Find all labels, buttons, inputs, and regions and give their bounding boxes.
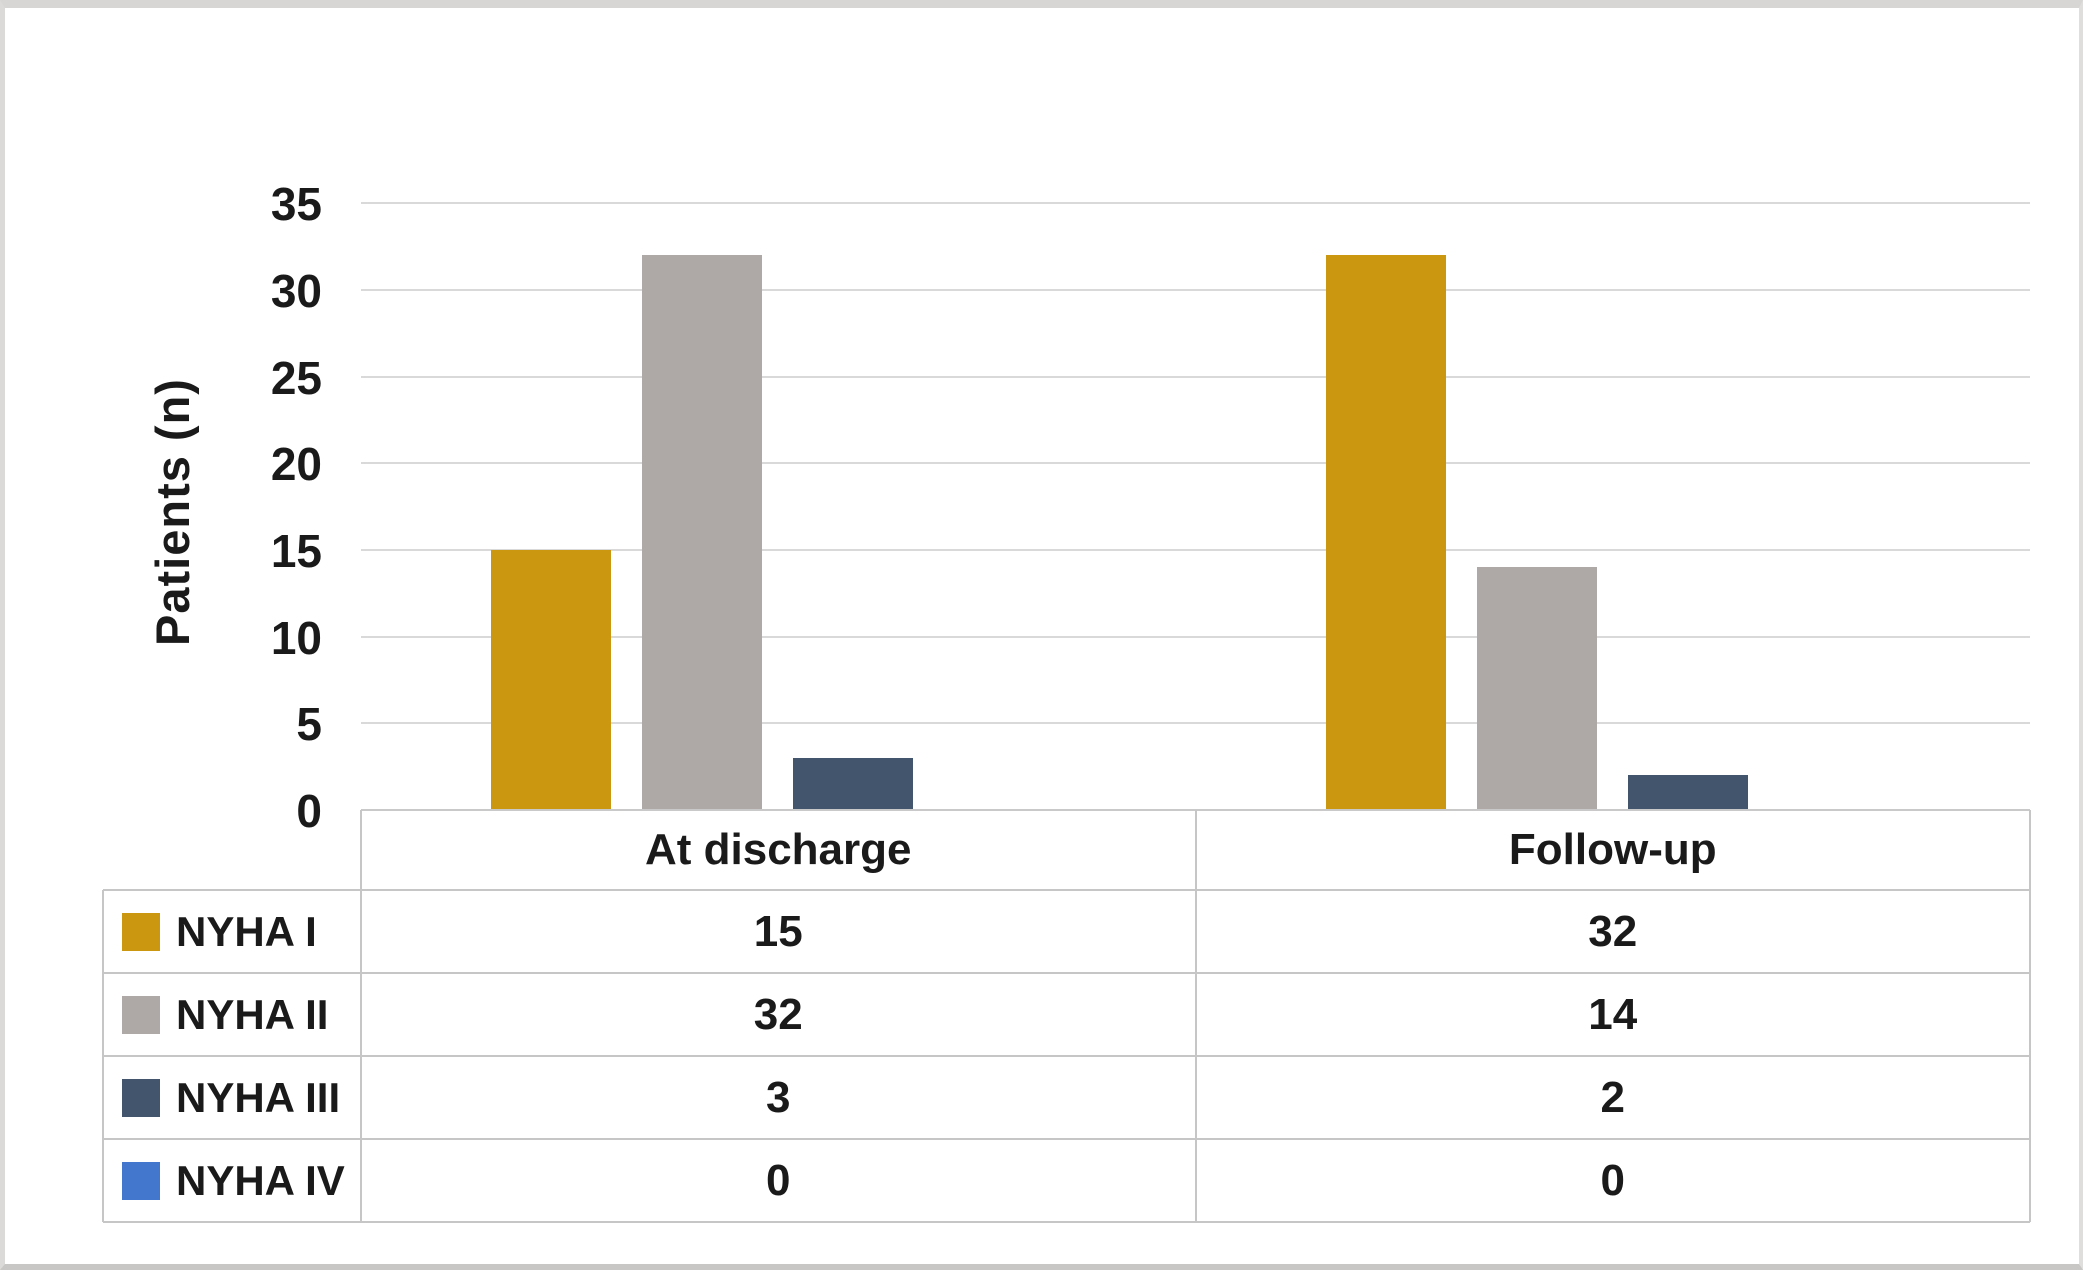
table-row-border-1	[103, 972, 2030, 974]
gridline-y-30	[361, 288, 2030, 291]
table-value-nyha-ii-at-discharge: 32	[753, 989, 803, 1039]
y-tick-label-5: 5	[296, 698, 322, 751]
category-label-at-discharge: At discharge	[644, 825, 912, 874]
bar-nyha-ii-at-discharge	[642, 255, 762, 810]
gridline-y-20	[361, 462, 2030, 465]
table-row-border-header-bottom	[103, 889, 2030, 891]
gridline-y-25	[361, 375, 2030, 378]
legend-swatch-nyha-iv	[122, 1161, 160, 1200]
legend-swatch-nyha-i	[122, 912, 160, 951]
table-value-nyha-iv-at-discharge: 0	[766, 1155, 791, 1205]
gridline-y-10	[361, 635, 2030, 638]
y-tick-label-15: 15	[270, 524, 322, 577]
table-row-border-3	[103, 1138, 2030, 1140]
category-label-follow-up: Follow-up	[1508, 825, 1717, 874]
table-value-nyha-iii-follow-up: 2	[1600, 1072, 1625, 1122]
y-tick-label-20: 20	[270, 438, 322, 491]
table-row-border-4	[103, 1221, 2030, 1223]
table-value-nyha-i-at-discharge: 15	[753, 906, 803, 956]
table-col-border-middle	[1194, 810, 1197, 1222]
table-col-border-right	[2029, 810, 2031, 1222]
y-tick-label-25: 25	[270, 351, 322, 404]
table-col-border-axis	[360, 810, 362, 1222]
y-tick-label-35: 35	[270, 178, 322, 231]
table-value-nyha-iii-at-discharge: 3	[766, 1072, 791, 1122]
legend-swatch-nyha-ii	[122, 995, 160, 1034]
y-tick-label-10: 10	[270, 611, 322, 664]
y-tick-label-30: 30	[270, 264, 322, 317]
bar-nyha-i-at-discharge	[491, 549, 611, 810]
legend-swatch-nyha-iii	[122, 1078, 160, 1117]
legend-label-nyha-i: NYHA I	[176, 907, 317, 955]
legend-label-nyha-ii: NYHA II	[176, 990, 329, 1038]
table-col-border-legend-left	[102, 890, 104, 1222]
bar-nyha-i-follow-up	[1325, 255, 1446, 810]
legend-label-nyha-iii: NYHA III	[176, 1073, 341, 1121]
table-value-nyha-iv-follow-up: 0	[1600, 1155, 1625, 1205]
table-value-nyha-ii-follow-up: 14	[1588, 989, 1638, 1039]
bar-nyha-iii-follow-up	[1627, 775, 1748, 810]
legend-label-nyha-iv: NYHA IV	[176, 1156, 345, 1204]
table-value-nyha-i-follow-up: 32	[1588, 906, 1638, 956]
bar-nyha-ii-follow-up	[1476, 567, 1597, 810]
gridline-y-5	[361, 722, 2030, 725]
y-tick-label-0: 0	[296, 785, 322, 837]
bar-nyha-iii-at-discharge	[793, 757, 913, 810]
gridline-y-15	[361, 548, 2030, 551]
table-row-border-2	[103, 1055, 2030, 1057]
gridline-y-35	[361, 202, 2030, 205]
